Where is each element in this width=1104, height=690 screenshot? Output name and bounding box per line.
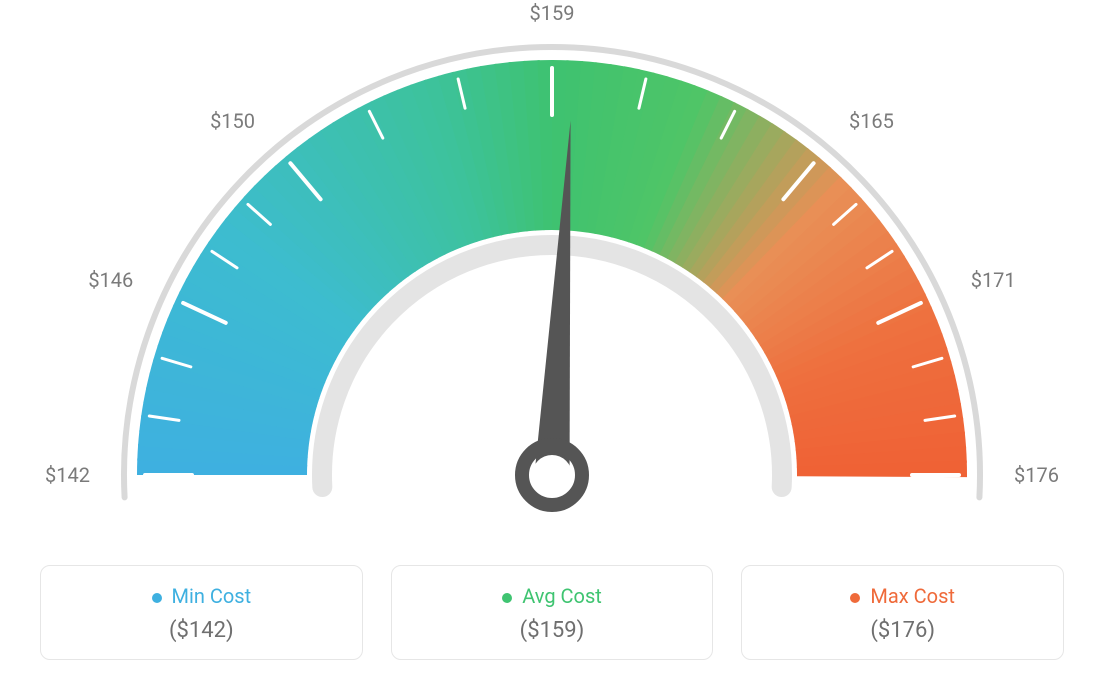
legend-row: Min Cost ($142) Avg Cost ($159) Max Cost…: [40, 565, 1064, 660]
cost-gauge: $142 $146 $150 $159 $165 $171 $176: [0, 0, 1104, 560]
legend-value-max: ($176): [752, 618, 1053, 643]
svg-text:$159: $159: [530, 1, 575, 25]
svg-text:$165: $165: [849, 109, 894, 133]
legend-title-min: Min Cost: [51, 584, 352, 608]
legend-card-avg: Avg Cost ($159): [391, 565, 714, 660]
svg-text:$171: $171: [971, 268, 1016, 292]
legend-card-max: Max Cost ($176): [741, 565, 1064, 660]
legend-value-avg: ($159): [402, 618, 703, 643]
svg-text:$142: $142: [45, 463, 90, 487]
legend-title-avg: Avg Cost: [402, 584, 703, 608]
svg-text:$146: $146: [88, 268, 133, 292]
legend-value-min: ($142): [51, 618, 352, 643]
svg-text:$150: $150: [210, 109, 255, 133]
legend-card-min: Min Cost ($142): [40, 565, 363, 660]
legend-title-max: Max Cost: [752, 584, 1053, 608]
svg-text:$176: $176: [1014, 463, 1059, 487]
